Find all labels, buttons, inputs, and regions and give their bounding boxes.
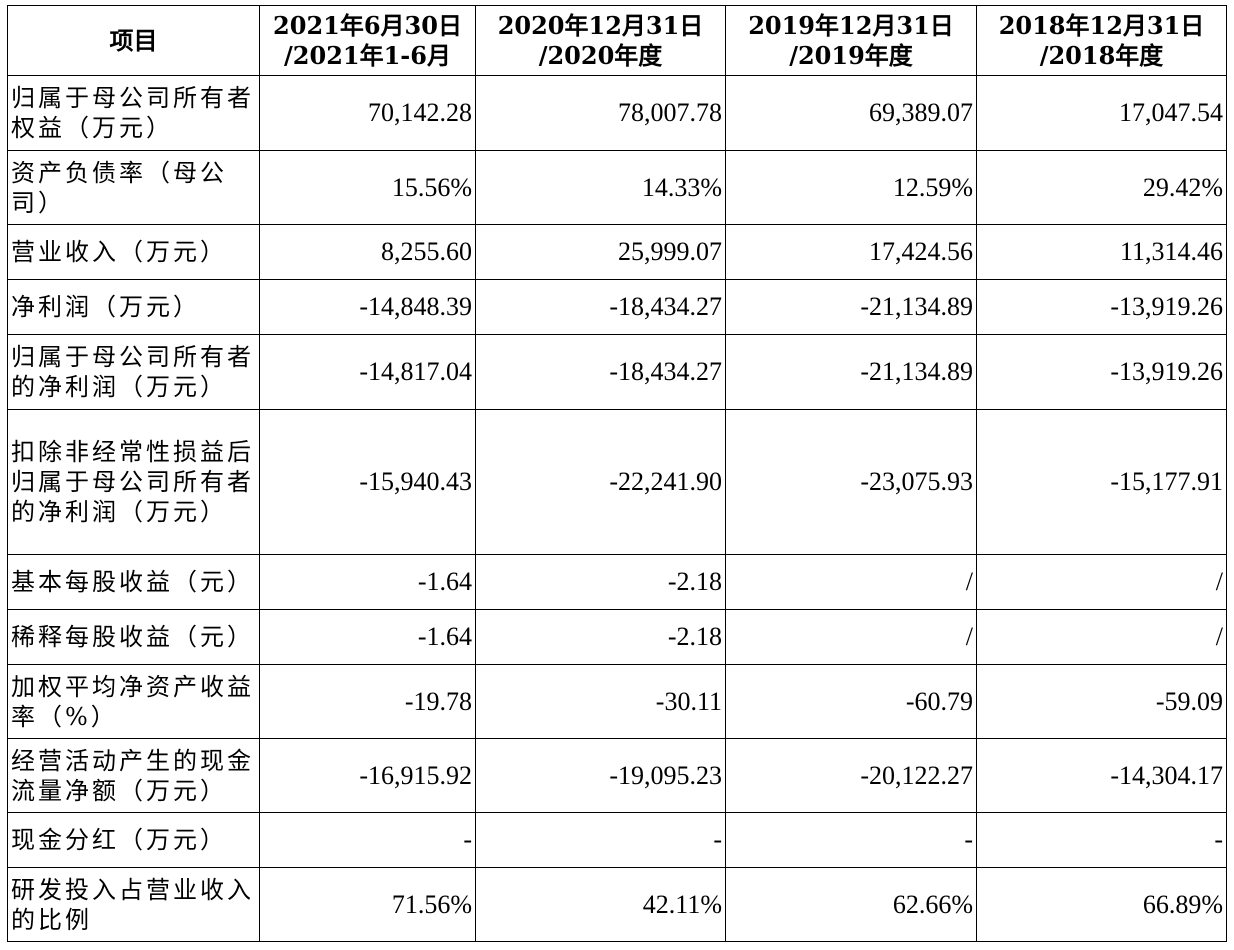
cell-value: -60.79 <box>725 664 977 739</box>
cell-value: / <box>725 554 977 610</box>
cell-value: -18,434.27 <box>475 334 726 410</box>
cell-value: 17,424.56 <box>725 224 977 280</box>
table-row: 现金分红（万元） - - - - <box>7 812 1227 868</box>
cell-value: 14.33% <box>475 150 726 225</box>
cell-value: 69,389.07 <box>725 75 977 151</box>
cell-value: -22,241.90 <box>475 409 726 555</box>
header-col-line2: /2018年度 <box>1039 40 1164 70</box>
cell-value: 12.59% <box>725 150 977 225</box>
cell-value: -14,304.17 <box>976 738 1227 813</box>
table-row: 净利润（万元） -14,848.39 -18,434.27 -21,134.89… <box>7 279 1227 335</box>
cell-value: 25,999.07 <box>475 224 726 280</box>
cell-value: - <box>976 812 1227 868</box>
cell-value: -18,434.27 <box>475 279 726 335</box>
cell-value: -15,177.91 <box>976 409 1227 555</box>
header-col-line1: 2019年12月31日 <box>748 10 954 40</box>
table-row: 归属于母公司所有者权益（万元） 70,142.28 78,007.78 69,3… <box>7 75 1227 151</box>
row-label: 加权平均净资产收益率（%） <box>7 664 260 739</box>
row-label: 归属于母公司所有者权益（万元） <box>7 75 260 151</box>
table-row: 基本每股收益（元） -1.64 -2.18 / / <box>7 554 1227 610</box>
cell-value: -16,915.92 <box>259 738 476 813</box>
cell-value: -13,919.26 <box>976 279 1227 335</box>
cell-value: - <box>725 812 977 868</box>
cell-value: / <box>725 609 977 665</box>
cell-value: -20,122.27 <box>725 738 977 813</box>
header-col-2018: 2018年12月31日 /2018年度 <box>976 5 1227 76</box>
header-col-2020: 2020年12月31日 /2020年度 <box>475 5 726 76</box>
cell-value: -13,919.26 <box>976 334 1227 410</box>
cell-value: 11,314.46 <box>976 224 1227 280</box>
row-label: 归属于母公司所有者的净利润（万元） <box>7 334 260 410</box>
cell-value: -19.78 <box>259 664 476 739</box>
cell-value: / <box>976 554 1227 610</box>
table-row: 归属于母公司所有者的净利润（万元） -14,817.04 -18,434.27 … <box>7 334 1227 410</box>
row-label: 现金分红（万元） <box>7 812 260 868</box>
cell-value: 71.56% <box>259 867 476 942</box>
cell-value: 17,047.54 <box>976 75 1227 151</box>
row-label: 稀释每股收益（元） <box>7 609 260 665</box>
header-col-line1: 2021年6月30日 <box>273 10 462 40</box>
cell-value: 8,255.60 <box>259 224 476 280</box>
row-label: 经营活动产生的现金流量净额（万元） <box>7 738 260 813</box>
row-label: 扣除非经常性损益后归属于母公司所有者的净利润（万元） <box>7 409 260 555</box>
header-col-line1: 2020年12月31日 <box>497 10 704 40</box>
cell-value: 78,007.78 <box>475 75 726 151</box>
header-col-line1: 2018年12月31日 <box>998 10 1205 40</box>
table-row: 研发投入占营业收入的比例 71.56% 42.11% 62.66% 66.89% <box>7 867 1227 942</box>
cell-value: -2.18 <box>475 609 726 665</box>
cell-value: -15,940.43 <box>259 409 476 555</box>
cell-value: / <box>976 609 1227 665</box>
row-label: 资产负债率（母公司） <box>7 150 260 225</box>
cell-value: -21,134.89 <box>725 334 977 410</box>
cell-value: -30.11 <box>475 664 726 739</box>
row-label: 营业收入（万元） <box>7 224 260 280</box>
financial-indicators-table: 项目 2021年6月30日 /2021年1-6月 2020年12月31日 /20… <box>7 5 1227 942</box>
cell-value: 29.42% <box>976 150 1227 225</box>
header-col-2019: 2019年12月31日 /2019年度 <box>725 5 977 76</box>
cell-value: -23,075.93 <box>725 409 977 555</box>
header-item: 项目 <box>7 5 260 76</box>
cell-value: 70,142.28 <box>259 75 476 151</box>
cell-value: 42.11% <box>475 867 726 942</box>
row-label: 基本每股收益（元） <box>7 554 260 610</box>
cell-value: - <box>259 812 476 868</box>
table-row: 资产负债率（母公司） 15.56% 14.33% 12.59% 29.42% <box>7 150 1227 225</box>
table-row: 扣除非经常性损益后归属于母公司所有者的净利润（万元） -15,940.43 -2… <box>7 409 1227 555</box>
row-label: 研发投入占营业收入的比例 <box>7 867 260 942</box>
table-row: 营业收入（万元） 8,255.60 25,999.07 17,424.56 11… <box>7 224 1227 280</box>
cell-value: -1.64 <box>259 609 476 665</box>
cell-value: -14,817.04 <box>259 334 476 410</box>
cell-value: -21,134.89 <box>725 279 977 335</box>
cell-value: 15.56% <box>259 150 476 225</box>
cell-value: 62.66% <box>725 867 977 942</box>
table-row: 稀释每股收益（元） -1.64 -2.18 / / <box>7 609 1227 665</box>
row-label: 净利润（万元） <box>7 279 260 335</box>
cell-value: -2.18 <box>475 554 726 610</box>
table-row: 经营活动产生的现金流量净额（万元） -16,915.92 -19,095.23 … <box>7 738 1227 813</box>
header-col-line2: /2020年度 <box>538 40 663 70</box>
header-col-line2: /2019年度 <box>789 40 913 70</box>
header-col-line2: /2021年1-6月 <box>284 40 451 70</box>
header-col-2021h1: 2021年6月30日 /2021年1-6月 <box>259 5 476 76</box>
table-row: 加权平均净资产收益率（%） -19.78 -30.11 -60.79 -59.0… <box>7 664 1227 739</box>
cell-value: -14,848.39 <box>259 279 476 335</box>
header-row: 项目 2021年6月30日 /2021年1-6月 2020年12月31日 /20… <box>7 5 1227 76</box>
cell-value: -1.64 <box>259 554 476 610</box>
cell-value: -59.09 <box>976 664 1227 739</box>
cell-value: -19,095.23 <box>475 738 726 813</box>
cell-value: 66.89% <box>976 867 1227 942</box>
cell-value: - <box>475 812 726 868</box>
